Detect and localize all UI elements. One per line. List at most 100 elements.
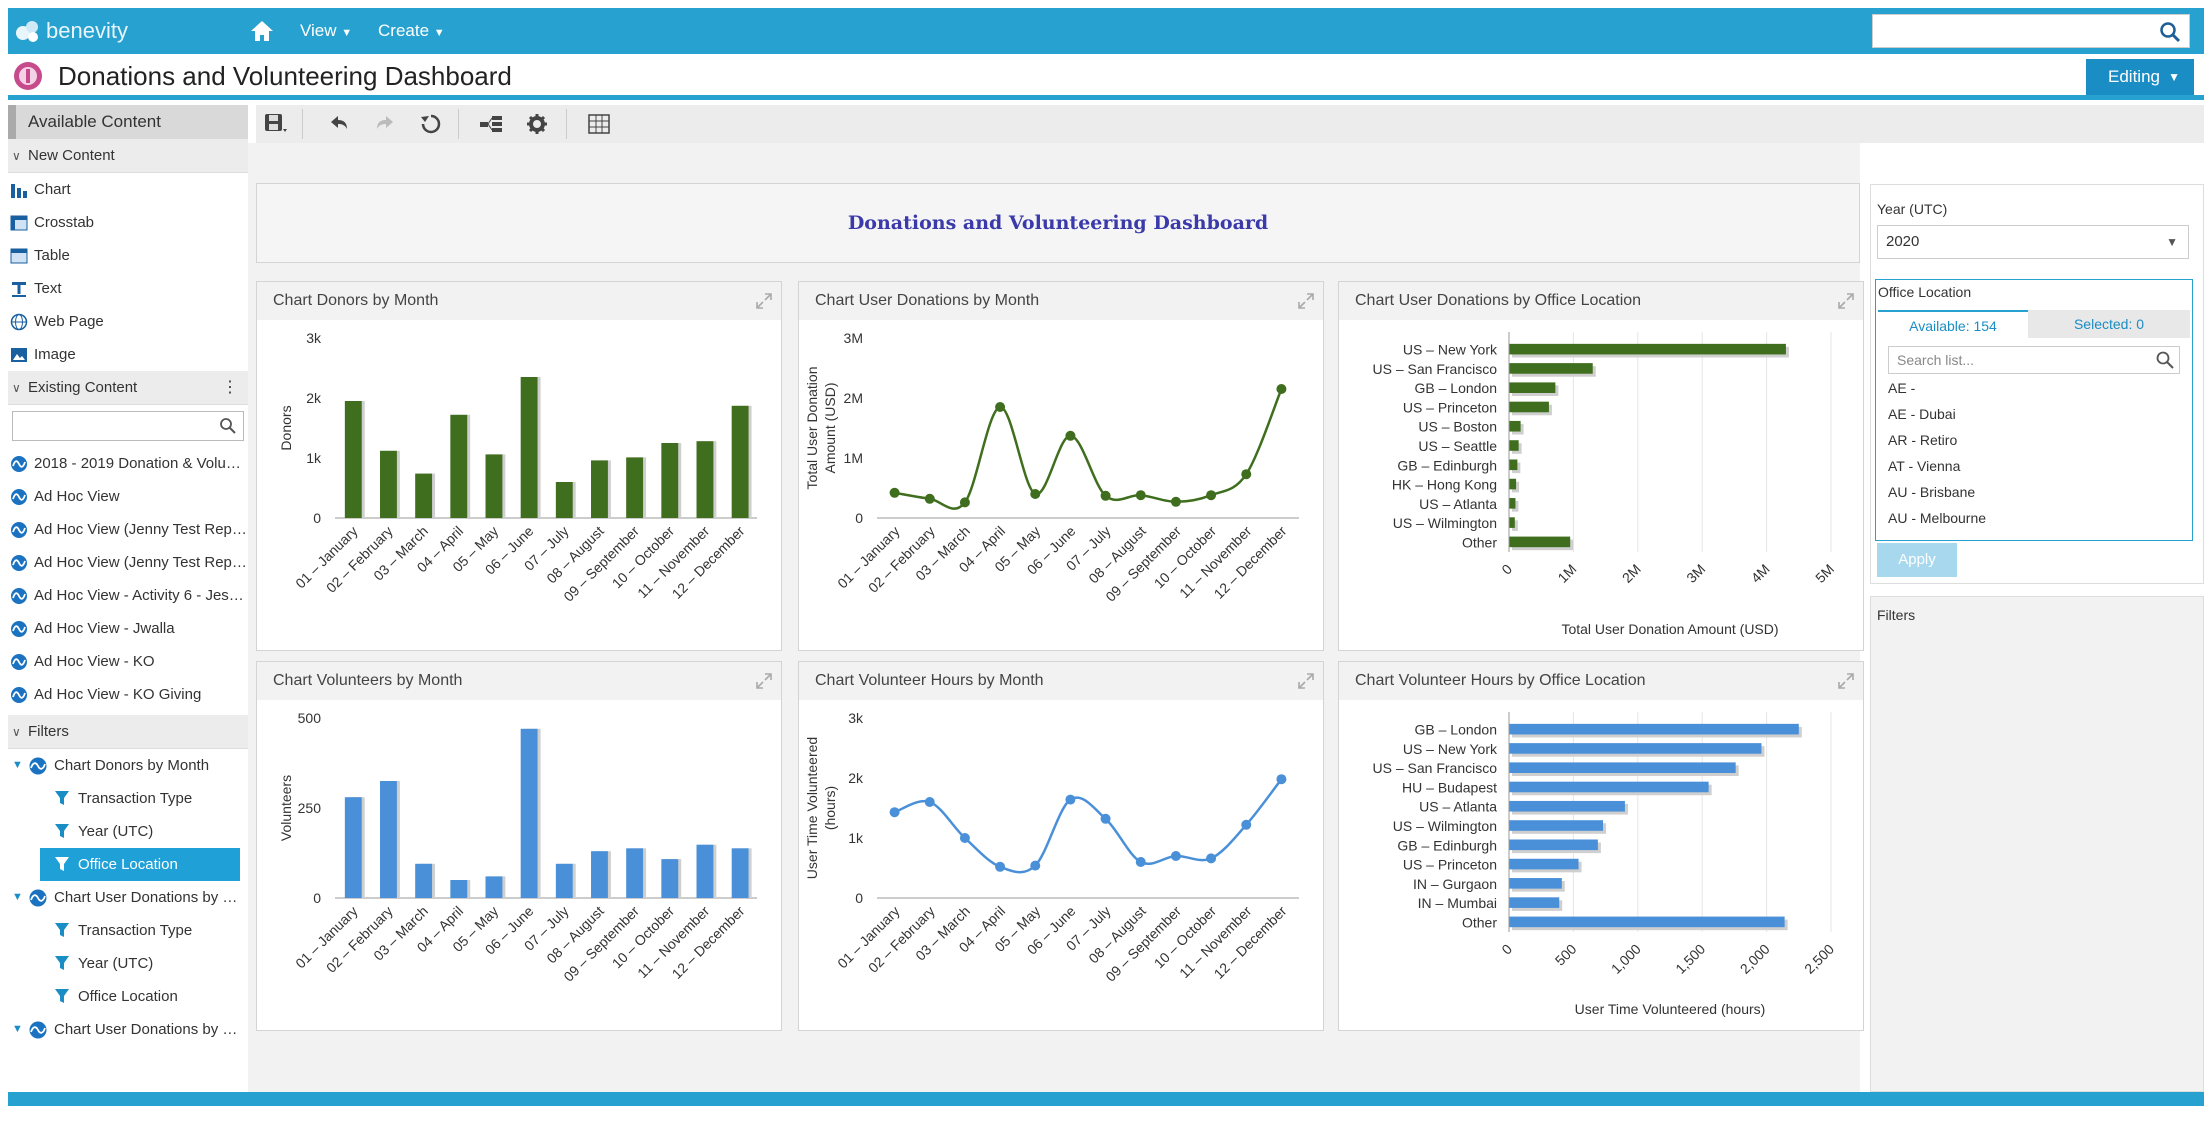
- data-point[interactable]: [1206, 853, 1217, 864]
- existing-content-search[interactable]: [12, 411, 244, 441]
- bar[interactable]: [450, 880, 468, 898]
- location-option[interactable]: AE - Dubai: [1888, 406, 1956, 422]
- location-option[interactable]: AT - Vienna: [1888, 458, 1961, 474]
- apply-button[interactable]: Apply: [1877, 543, 1957, 577]
- existing-content-item[interactable]: Ad Hoc View - KO: [8, 645, 248, 678]
- bar[interactable]: [485, 876, 503, 898]
- undo-all-icon[interactable]: [418, 111, 444, 137]
- bar[interactable]: [415, 863, 433, 898]
- expand-icon[interactable]: [1297, 672, 1315, 690]
- location-option[interactable]: AR - Retiro: [1888, 432, 1958, 448]
- filter-tree-chart-node[interactable]: ▼ Chart User Donations by …: [8, 881, 248, 914]
- donors-by-month-panel[interactable]: Chart Donors by Month 0 1k 2k 3k Donors 01 – J…: [256, 281, 782, 651]
- bar[interactable]: [1509, 820, 1604, 831]
- data-point[interactable]: [1206, 490, 1217, 501]
- bar[interactable]: [1509, 878, 1562, 889]
- data-point[interactable]: [924, 797, 935, 807]
- data-point[interactable]: [1135, 490, 1146, 501]
- data-point[interactable]: [1030, 860, 1041, 871]
- bar[interactable]: [731, 848, 749, 898]
- data-point[interactable]: [1135, 857, 1146, 867]
- create-menu[interactable]: Create ▼: [378, 21, 445, 40]
- data-point[interactable]: [1030, 489, 1041, 499]
- settings-icon[interactable]: [524, 111, 550, 137]
- bar[interactable]: [485, 454, 503, 518]
- tab-available[interactable]: Available: 154: [1878, 310, 2028, 338]
- volunteer-hours-by-month-panel[interactable]: Chart Volunteer Hours by Month 0 1k 2k 3k Use…: [798, 661, 1324, 1031]
- new-crosstab-item[interactable]: Crosstab: [8, 206, 248, 239]
- more-options-icon[interactable]: ⋮: [222, 379, 238, 396]
- filter-tree-filter-node[interactable]: Year (UTC): [8, 815, 248, 848]
- existing-content-item[interactable]: Ad Hoc View - Activity 6 - Jes…: [8, 579, 248, 612]
- expand-triangle-icon[interactable]: ▼: [12, 1023, 23, 1035]
- data-point[interactable]: [889, 487, 900, 498]
- search-icon[interactable]: [2159, 21, 2181, 43]
- expand-triangle-icon[interactable]: ▼: [12, 759, 23, 771]
- data-point[interactable]: [959, 497, 970, 508]
- existing-content-item[interactable]: Ad Hoc View - KO Giving: [8, 678, 248, 711]
- bar[interactable]: [1509, 800, 1625, 812]
- redo-icon[interactable]: [372, 111, 398, 137]
- filter-tree-filter-node[interactable]: Year (UTC): [8, 947, 248, 980]
- data-point[interactable]: [959, 833, 970, 843]
- expand-icon[interactable]: [755, 672, 773, 690]
- view-menu[interactable]: View ▼: [300, 21, 353, 40]
- volunteers-by-month-panel[interactable]: Chart Volunteers by Month 0 250 500 Voluntee…: [256, 661, 782, 1031]
- data-point[interactable]: [1276, 774, 1287, 785]
- bar[interactable]: [1509, 762, 1736, 773]
- data-point[interactable]: [1241, 469, 1252, 480]
- data-point[interactable]: [1065, 430, 1076, 441]
- expand-icon[interactable]: [755, 292, 773, 310]
- bar[interactable]: [555, 482, 573, 518]
- bar[interactable]: [1509, 723, 1799, 735]
- bar[interactable]: [380, 781, 397, 898]
- bar[interactable]: [450, 414, 468, 518]
- bar[interactable]: [1509, 343, 1786, 355]
- bar[interactable]: [1509, 401, 1549, 413]
- new-table-item[interactable]: Table: [8, 239, 248, 272]
- bar[interactable]: [380, 450, 397, 518]
- new-web-page-item[interactable]: Web Page: [8, 305, 248, 338]
- bar[interactable]: [1509, 363, 1593, 374]
- bar[interactable]: [1509, 536, 1571, 548]
- bar[interactable]: [696, 441, 714, 518]
- data-point[interactable]: [995, 402, 1006, 412]
- filter-tree-filter-node[interactable]: Transaction Type: [8, 914, 248, 947]
- user-donations-by-month-panel[interactable]: Chart User Donations by Month 0 1M 2M 3M Tota…: [798, 281, 1324, 651]
- bar[interactable]: [626, 457, 644, 518]
- data-point[interactable]: [1276, 384, 1287, 394]
- existing-content-item[interactable]: Ad Hoc View - Jwalla: [8, 612, 248, 645]
- filter-tree-filter-node[interactable]: Office Location: [40, 848, 240, 881]
- filter-manager-icon[interactable]: [478, 111, 504, 137]
- existing-content-item[interactable]: Ad Hoc View (Jenny Test Rep…: [8, 546, 248, 579]
- location-search-input[interactable]: Search list...: [1888, 346, 2180, 374]
- data-point[interactable]: [889, 807, 900, 818]
- bar[interactable]: [661, 443, 679, 518]
- bar[interactable]: [1509, 459, 1518, 471]
- bar[interactable]: [555, 863, 573, 898]
- editing-mode-button[interactable]: Editing ▼: [2086, 59, 2194, 95]
- bar[interactable]: [1509, 382, 1556, 393]
- bar[interactable]: [1509, 517, 1515, 528]
- bar[interactable]: [520, 728, 538, 898]
- existing-content-item[interactable]: Ad Hoc View: [8, 480, 248, 513]
- bar[interactable]: [1509, 858, 1579, 870]
- bar[interactable]: [520, 377, 538, 518]
- data-point[interactable]: [1100, 813, 1111, 824]
- volunteer-hours-by-location-panel[interactable]: Chart Volunteer Hours by Office Location…: [1338, 661, 1864, 1031]
- expand-icon[interactable]: [1837, 672, 1855, 690]
- bar[interactable]: [1509, 498, 1516, 509]
- data-point[interactable]: [1065, 794, 1076, 805]
- bar[interactable]: [1509, 781, 1709, 793]
- brand-logo[interactable]: benevity: [14, 17, 128, 45]
- data-point[interactable]: [1170, 496, 1181, 507]
- bar[interactable]: [1509, 897, 1560, 908]
- bar[interactable]: [591, 851, 608, 898]
- bar[interactable]: [1509, 478, 1517, 490]
- filter-tree-filter-node[interactable]: Transaction Type: [8, 782, 248, 815]
- existing-content-item[interactable]: 2018 - 2019 Donation & Volu…: [8, 447, 248, 480]
- home-icon[interactable]: [248, 18, 276, 44]
- location-option[interactable]: AU - Brisbane: [1888, 484, 1976, 500]
- bar[interactable]: [696, 844, 714, 898]
- new-text-item[interactable]: Text: [8, 272, 248, 305]
